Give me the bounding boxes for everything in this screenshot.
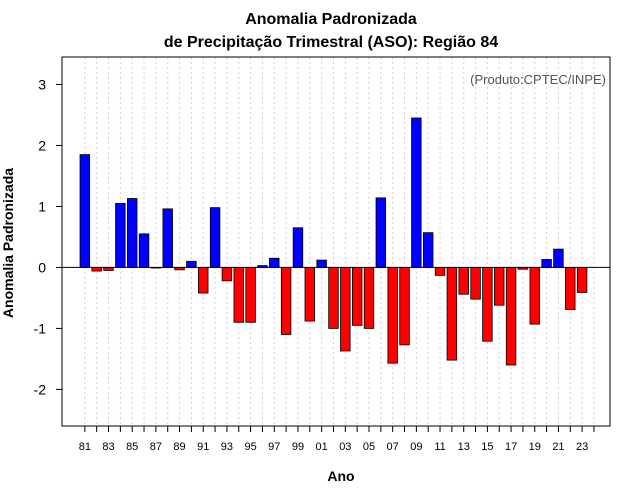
bar-00 [304,267,316,322]
bar-84 [115,202,126,268]
y-tick-label: 2 [38,137,46,153]
vertical-gridlines [84,57,595,426]
x-tick-label: 19 [529,441,541,453]
bar-02 [328,267,339,329]
bar-92 [209,207,221,268]
y-tick-label: -1 [34,320,47,336]
x-tick-label: 89 [173,441,185,453]
bar-12 [446,267,458,361]
bar-22 [565,267,576,310]
x-tick-label: 17 [505,441,517,453]
bar-82 [91,267,102,272]
x-tick-label: 87 [150,441,162,453]
x-axis-label: Ano [327,468,354,484]
bar-97 [269,257,280,268]
bar-91 [198,267,209,294]
bar-06 [375,197,387,268]
x-tick-label: 97 [268,441,280,453]
bar-95 [245,267,256,323]
bar-09 [411,117,422,268]
bar-90 [186,260,197,268]
x-tick-label: 01 [316,441,328,453]
bar-05 [363,267,375,329]
bar-10 [422,232,434,268]
bar-13 [458,267,469,295]
x-tick-label: 93 [221,441,233,453]
x-tick-label: 15 [481,441,493,453]
x-tick-label: 95 [244,441,256,453]
x-tick-label: 85 [126,441,138,453]
bar-98 [280,267,292,335]
x-tick-label: 07 [387,441,399,453]
bar-86 [138,233,150,268]
bar-17 [505,267,517,366]
chart-title: Anomalia Padronizada [245,11,417,28]
y-tick-label: -2 [34,381,47,397]
x-axis: 81 83 85 87 89 91 93 95 97 99 01 03 05 07 09 11 13 15 17 19… [79,426,595,453]
chart-subtitle: de Precipitação Trimestral (ASO): Região… [164,34,498,51]
bar-93 [221,267,233,282]
x-tick-label: 23 [576,441,588,453]
bar-20 [541,259,552,268]
plot-frame [61,56,611,427]
x-tick-label: 03 [339,441,351,453]
bar-94 [233,267,244,323]
y-tick-label: 3 [38,76,46,92]
x-tick-label: 83 [102,441,114,453]
bar-85 [127,198,138,268]
x-tick-label: 09 [410,441,422,453]
x-tick-label: 99 [292,441,304,453]
x-tick-label: 91 [197,441,209,453]
bar-23 [576,267,588,293]
bar-04 [351,267,363,326]
y-axis: -2 -1 0 1 2 3 [34,76,62,397]
bar-16 [494,267,505,306]
x-tick-label: 11 [434,441,445,453]
bar-19 [529,267,540,325]
y-tick-label: 1 [38,198,46,214]
bar-03 [340,267,351,352]
bar-08 [399,267,410,346]
bar-88 [162,208,173,268]
bar-21 [553,248,564,268]
bar-99 [292,227,304,268]
bar-14 [470,267,481,300]
bar-15 [482,267,493,342]
bar-01 [316,259,327,268]
bar-07 [387,267,398,364]
bar-81 [79,154,91,268]
x-tick-label: 21 [552,441,564,453]
x-tick-label: 13 [458,441,470,453]
source-annotation: (Produto:CPTEC/INPE) [470,72,606,87]
y-tick-label: 0 [38,259,46,275]
x-tick-label: 05 [363,441,375,453]
y-axis-label: Anomalia Padronizada [0,168,16,318]
bar-11 [434,267,446,276]
x-tick-label: 81 [79,441,91,453]
